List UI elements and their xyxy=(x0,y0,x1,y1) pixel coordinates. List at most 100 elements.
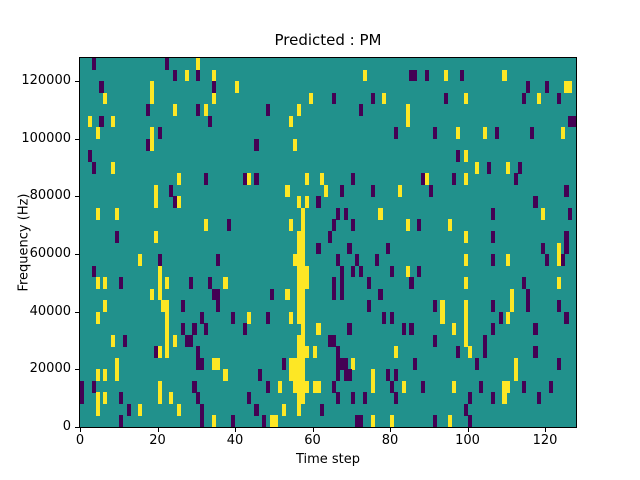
heatmap-cell-low xyxy=(254,403,259,416)
heatmap-cell-high xyxy=(300,288,306,301)
heatmap-cell-high xyxy=(111,161,116,174)
heatmap-cell-low xyxy=(359,265,364,278)
heatmap-cell-high xyxy=(382,92,387,105)
heatmap-cell-high xyxy=(378,207,383,220)
heatmap-cell-high xyxy=(87,115,92,128)
heatmap-cell-high xyxy=(300,369,306,382)
heatmap-cell-low xyxy=(180,300,185,312)
heatmap-cell-low xyxy=(432,334,437,347)
heatmap-cell-low xyxy=(444,92,449,105)
heatmap-cell-high xyxy=(463,300,468,312)
chart-title: Predicted : PM xyxy=(274,31,382,49)
heatmap-cell-high xyxy=(297,196,302,209)
heatmap-cell-low xyxy=(99,115,104,128)
heatmap-cell-low xyxy=(494,127,499,140)
heatmap-cell-high xyxy=(184,69,189,82)
heatmap-cell-low xyxy=(564,242,569,255)
x-tick-mark xyxy=(467,428,469,432)
heatmap-cell-high xyxy=(463,311,468,324)
heatmap-cell-low xyxy=(514,173,519,186)
heatmap-cell-low xyxy=(564,230,569,243)
heatmap-cell-high xyxy=(157,346,162,359)
heatmap-cell-low xyxy=(370,92,375,105)
heatmap-cell-high xyxy=(463,150,468,163)
heatmap-cell-high xyxy=(176,403,182,416)
y-tick-mark xyxy=(75,138,79,140)
heatmap-cell-low xyxy=(331,334,337,347)
heatmap-cell-low xyxy=(196,69,201,82)
heatmap-cell-low xyxy=(564,184,569,197)
heatmap-cell-high xyxy=(297,277,302,289)
heatmap-cell-low xyxy=(335,369,340,382)
heatmap-cell-low xyxy=(413,357,418,370)
x-tick-label: 40 xyxy=(226,433,244,448)
heatmap-cell-high xyxy=(153,196,158,209)
heatmap-cell-high xyxy=(506,311,511,324)
heatmap-cell-high xyxy=(556,242,561,255)
y-tick-mark xyxy=(75,427,79,428)
heatmap-cell-low xyxy=(339,184,344,197)
heatmap-cell-low xyxy=(118,277,123,289)
heatmap-cell-low xyxy=(316,196,321,209)
heatmap-cell-high xyxy=(556,254,561,266)
heatmap-cell-low xyxy=(328,230,333,243)
heatmap-cell-low xyxy=(432,127,437,140)
heatmap-cell-low xyxy=(568,207,573,220)
heatmap-cell-high xyxy=(95,311,100,324)
heatmap-cell-high xyxy=(211,357,216,370)
heatmap-cell-low xyxy=(331,380,337,393)
heatmap-cell-high xyxy=(502,69,507,82)
heatmap-cell-low xyxy=(339,357,344,370)
heatmap-cell-high xyxy=(370,380,375,393)
x-tick-label: 0 xyxy=(75,433,85,448)
heatmap-cell-low xyxy=(521,92,526,105)
heatmap-cell-low xyxy=(545,81,550,93)
heatmap-cell-low xyxy=(467,415,472,427)
heatmap-cell-high xyxy=(246,173,251,186)
heatmap-cell-low xyxy=(339,265,344,278)
heatmap-cell-high xyxy=(165,277,170,289)
heatmap-cell-high xyxy=(304,277,309,289)
heatmap-cell-low xyxy=(378,288,383,301)
heatmap-cell-high xyxy=(300,207,306,220)
heatmap-cell-high xyxy=(165,346,170,359)
heatmap-cell-low xyxy=(370,184,375,197)
heatmap-cell-high xyxy=(149,138,154,151)
heatmap-cell-low xyxy=(568,115,573,128)
heatmap-cell-low xyxy=(118,415,123,427)
heatmap-cell-low xyxy=(486,161,492,174)
heatmap-cell-high xyxy=(169,392,174,405)
heatmap-cell-low xyxy=(359,104,364,116)
heatmap-cell-low xyxy=(91,380,96,393)
heatmap-cell-high xyxy=(312,346,317,359)
heatmap-cell-low xyxy=(246,392,251,405)
heatmap-cell-high xyxy=(149,127,154,140)
heatmap-cell-high xyxy=(297,334,302,347)
heatmap-cell-low xyxy=(200,403,205,416)
heatmap-cell-high xyxy=(300,230,306,243)
heatmap-cell-high xyxy=(390,415,395,427)
heatmap-cell-low xyxy=(188,334,193,347)
heatmap-cell-low xyxy=(347,242,352,255)
y-tick-mark xyxy=(75,254,79,256)
heatmap-cell-low xyxy=(87,150,92,163)
heatmap-cell-high xyxy=(401,380,406,393)
heatmap-cell-high xyxy=(297,392,302,405)
heatmap-cell-low xyxy=(258,369,263,382)
heatmap-cell-high xyxy=(304,380,309,393)
heatmap-cell-high xyxy=(297,369,302,382)
heatmap-cell-low xyxy=(227,219,232,232)
heatmap-cell-low xyxy=(533,346,538,359)
heatmap-cell-high xyxy=(304,265,309,278)
heatmap-cell-high xyxy=(103,392,108,405)
heatmap-cell-low xyxy=(204,173,209,186)
heatmap-cell-high xyxy=(393,346,399,359)
heatmap-cell-low xyxy=(196,392,201,405)
heatmap-cell-low xyxy=(122,334,127,347)
heatmap-cell-low xyxy=(490,230,495,243)
heatmap-cell-high xyxy=(269,415,275,427)
heatmap-cell-high xyxy=(111,115,116,128)
heatmap-cell-high xyxy=(138,403,143,416)
heatmap-cell-high xyxy=(448,219,453,232)
